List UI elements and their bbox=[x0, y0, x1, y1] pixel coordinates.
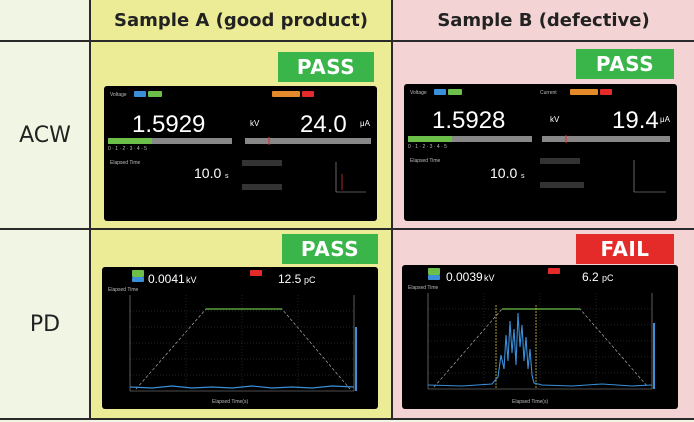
svg-text:Current: Current bbox=[540, 90, 557, 96]
acw-voltage-value: 1.5928 bbox=[432, 107, 505, 134]
svg-text:0 · 1 · 2 · 3 · 4 · 5: 0 · 1 · 2 · 3 · 4 · 5 bbox=[408, 144, 447, 150]
acw-current-unit: μA bbox=[360, 119, 371, 128]
pd-charge-value: 12.5 bbox=[278, 272, 302, 286]
divider bbox=[0, 228, 694, 230]
sample-a-header: Sample A (good product) bbox=[114, 9, 368, 31]
result-badge-a-acw: PASS bbox=[278, 52, 374, 82]
pd-voltage-value: 0.0039 bbox=[446, 270, 483, 284]
pd-screen-a: 0.0041 kV 12.5 pC Elapsed Time bbox=[102, 267, 378, 409]
result-badge-b-acw: PASS bbox=[576, 49, 674, 79]
elapsed-label: Elapsed Time bbox=[110, 160, 141, 166]
result-badge-b-pd: FAIL bbox=[576, 234, 674, 264]
pd-charge-unit: pC bbox=[304, 275, 316, 285]
divider bbox=[89, 0, 91, 418]
acw-current-unit: μA bbox=[660, 115, 671, 124]
pd-screen-b: 0.0039 kV 6.2 pC Elapsed Time bbox=[402, 265, 678, 409]
pd-xlabel: Elapsed Time(s) bbox=[512, 399, 548, 405]
sample-b-header: Sample B (defective) bbox=[437, 9, 650, 31]
acw-elapsed-value: 10.0 bbox=[490, 165, 517, 181]
elapsed-label: Elapsed Time bbox=[410, 158, 441, 164]
pd-xlabel: Elapsed Time(s) bbox=[212, 399, 248, 405]
pd-charge-value: 6.2 bbox=[582, 270, 599, 284]
acw-elapsed-value: 10.0 bbox=[194, 165, 221, 181]
acw-voltage-unit: kV bbox=[250, 119, 260, 128]
row-label-acw: ACW bbox=[19, 122, 71, 148]
elapsed-label: Elapsed Time bbox=[108, 287, 139, 293]
pd-voltage-unit: kV bbox=[484, 273, 495, 283]
acw-elapsed-unit: s bbox=[521, 173, 525, 180]
svg-text:Voltage: Voltage bbox=[110, 92, 127, 98]
pd-charge-unit: pC bbox=[602, 273, 614, 283]
divider bbox=[0, 418, 694, 420]
acw-voltage-value: 1.5929 bbox=[132, 111, 205, 138]
pd-voltage-value: 0.0041 bbox=[148, 272, 185, 286]
elapsed-label: Elapsed Time bbox=[408, 285, 439, 291]
acw-current-value: 19.4 bbox=[612, 107, 659, 134]
acw-voltage-unit: kV bbox=[550, 115, 560, 124]
svg-text:0 · 1 · 2 · 3 · 4 · 5: 0 · 1 · 2 · 3 · 4 · 5 bbox=[108, 146, 147, 152]
acw-elapsed-unit: s bbox=[225, 173, 229, 180]
acw-current-value: 24.0 bbox=[300, 111, 347, 138]
divider bbox=[391, 0, 393, 418]
divider bbox=[0, 40, 694, 42]
acw-screen-b: Voltage Current 1.5928 kV 19.4 μA 0 · 1 … bbox=[404, 84, 677, 221]
row-label-pd: PD bbox=[29, 311, 61, 337]
acw-screen-a: Voltage Current 1.5929 kV 24.0 μA 0 · 1 … bbox=[104, 86, 377, 221]
svg-text:Voltage: Voltage bbox=[410, 90, 427, 96]
result-badge-a-pd: PASS bbox=[282, 234, 378, 264]
pd-voltage-unit: kV bbox=[186, 275, 197, 285]
